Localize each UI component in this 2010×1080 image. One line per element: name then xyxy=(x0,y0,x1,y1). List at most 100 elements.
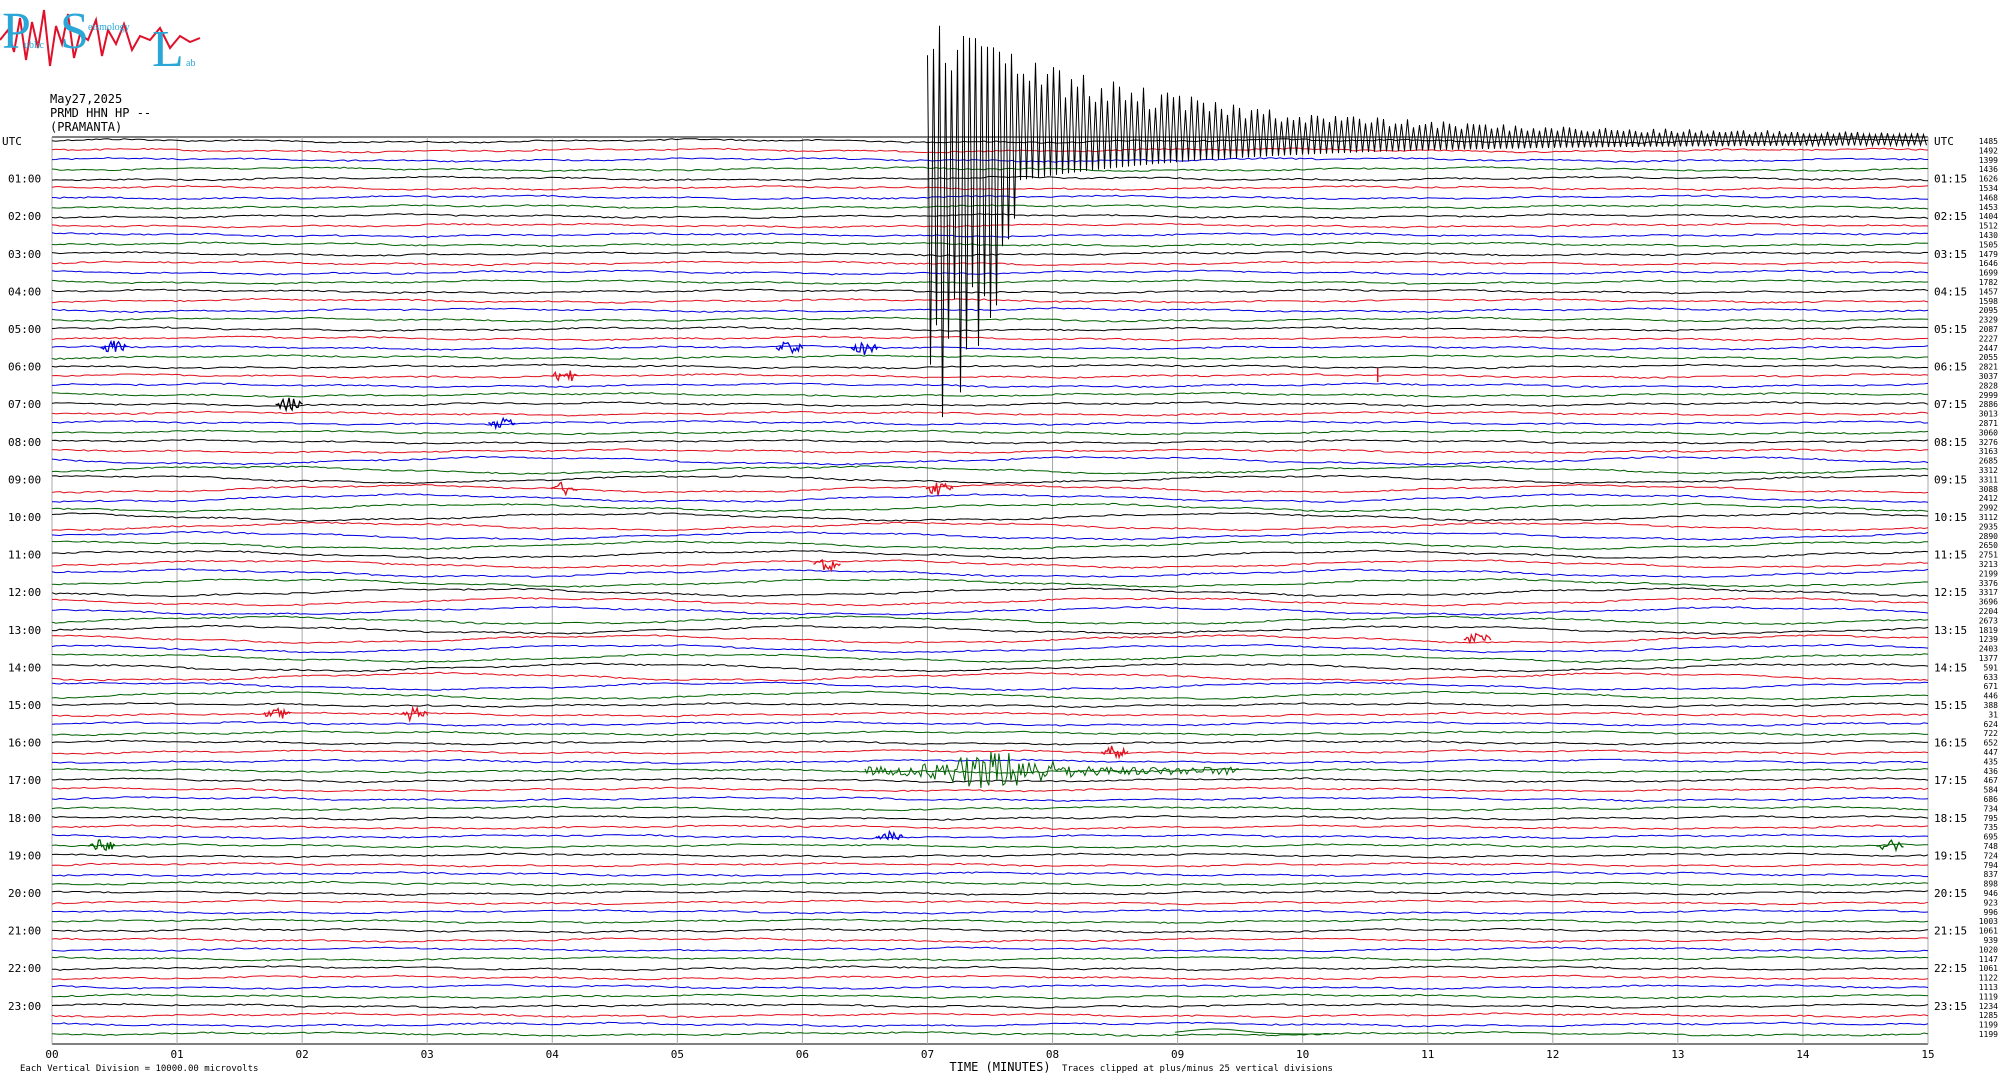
row-value-label: 1020 xyxy=(1979,945,1998,954)
trace-row xyxy=(51,521,1929,532)
row-value-label: 2673 xyxy=(1979,616,1998,625)
left-hour-label: 10:00 xyxy=(8,511,41,524)
chart-channel: PRMD HHN HP -- xyxy=(50,106,152,120)
row-value-label: 633 xyxy=(1984,673,1999,682)
row-value-label: 794 xyxy=(1984,861,1999,870)
row-value-label: 1377 xyxy=(1979,654,1998,663)
row-value-label: 2992 xyxy=(1979,504,1998,513)
row-value-label: 2403 xyxy=(1979,645,1998,654)
right-hour-label: 18:15 xyxy=(1934,812,1967,825)
row-value-label: 1003 xyxy=(1979,917,1998,926)
right-hour-label: UTC xyxy=(1934,135,1954,148)
event-burst xyxy=(550,370,579,382)
trace-row xyxy=(51,474,1929,485)
right-hour-label: 10:15 xyxy=(1934,511,1967,524)
trace-row xyxy=(51,373,1929,379)
left-hour-label: UTC xyxy=(2,135,22,148)
row-value-label: 3163 xyxy=(1979,447,1998,456)
left-hour-label: 04:00 xyxy=(8,285,41,298)
row-value-label: 1061 xyxy=(1979,964,1998,973)
right-hour-label: 21:15 xyxy=(1934,925,1967,938)
trace-row xyxy=(51,861,1929,868)
event-burst xyxy=(813,559,841,573)
trace-row xyxy=(52,965,1929,972)
row-value-label: 923 xyxy=(1984,898,1999,907)
row-value-label: 584 xyxy=(1984,786,1999,795)
x-tick-label: 14 xyxy=(1796,1048,1810,1061)
event-burst xyxy=(550,481,579,497)
row-value-label: 1699 xyxy=(1979,269,1998,278)
row-value-label: 1598 xyxy=(1979,297,1998,306)
right-hour-label: 06:15 xyxy=(1934,361,1967,374)
trace-row xyxy=(51,1002,1929,1009)
row-value-label: 795 xyxy=(1984,814,1999,823)
right-hour-label: 13:15 xyxy=(1934,624,1967,637)
left-hour-label: 05:00 xyxy=(8,323,41,336)
trace-row xyxy=(51,843,1929,849)
row-value-label: 939 xyxy=(1984,936,1999,945)
trace-row xyxy=(51,796,1929,803)
event-swell xyxy=(1175,1028,1336,1035)
trace-row xyxy=(51,438,1929,445)
trace-row xyxy=(51,1012,1929,1019)
left-hour-label: 16:00 xyxy=(8,737,41,750)
row-value-label: 1646 xyxy=(1979,259,1998,268)
row-value-label: 1512 xyxy=(1979,222,1998,231)
event-burst xyxy=(87,839,116,852)
row-value-label: 591 xyxy=(1984,663,1999,672)
row-value-label: 2935 xyxy=(1979,522,1998,531)
row-value-label: 2199 xyxy=(1979,569,1998,578)
trace-row xyxy=(51,511,1929,522)
x-tick-label: 03 xyxy=(421,1048,434,1061)
row-value-label: 3037 xyxy=(1979,372,1998,381)
row-value-label: 3696 xyxy=(1979,598,1998,607)
row-value-label: 1479 xyxy=(1979,250,1998,259)
x-tick-label: 08 xyxy=(1046,1048,1059,1061)
row-value-label: 2650 xyxy=(1979,541,1998,550)
trace-row xyxy=(51,946,1929,953)
left-hour-label: 21:00 xyxy=(8,925,41,938)
trace-rows xyxy=(51,138,1929,1037)
right-hour-label: 04:15 xyxy=(1934,285,1967,298)
row-value-label: 435 xyxy=(1984,757,1999,766)
trace-row xyxy=(52,391,1928,398)
row-value-label: 467 xyxy=(1984,776,1999,785)
row-value-label: 2055 xyxy=(1979,353,1998,362)
row-value-label: 1457 xyxy=(1979,287,1998,296)
trace-row xyxy=(51,852,1929,859)
row-value-label: 1119 xyxy=(1979,992,1998,1001)
trace-row xyxy=(51,824,1929,831)
teleseism-coda xyxy=(927,25,1927,418)
row-value-label: 3060 xyxy=(1979,428,1998,437)
row-value-label: 2828 xyxy=(1979,381,1998,390)
right-hour-label: 16:15 xyxy=(1934,737,1967,750)
trace-row xyxy=(51,833,1929,840)
trace-row xyxy=(51,681,1929,692)
right-hour-label: 08:15 xyxy=(1934,436,1967,449)
x-tick-label: 15 xyxy=(1921,1048,1934,1061)
x-tick-label: 02 xyxy=(296,1048,309,1061)
trace-row xyxy=(51,222,1929,229)
trace-row xyxy=(51,777,1929,784)
row-value-label: 837 xyxy=(1984,870,1999,879)
trace-row xyxy=(51,147,1929,154)
logo-word-lab: ab xyxy=(186,58,195,69)
row-value-label: 3311 xyxy=(1979,475,1998,484)
trace-row xyxy=(51,540,1929,551)
trace-row xyxy=(52,974,1929,981)
left-hour-label: 12:00 xyxy=(8,586,41,599)
trace-row xyxy=(51,455,1929,466)
trace-row xyxy=(51,606,1929,616)
trace-row xyxy=(51,615,1929,626)
x-tick-label: 12 xyxy=(1546,1048,1559,1061)
axis-labels: 00 01 02 03 04 05 06 07 08 09 10 11 12 13 14 15 14851492… xyxy=(2,135,1998,1061)
right-hour-label: 20:15 xyxy=(1934,887,1967,900)
trace-row xyxy=(51,711,1929,718)
row-value-label: 1239 xyxy=(1979,635,1998,644)
trace-row xyxy=(51,653,1929,663)
row-value-label: 1122 xyxy=(1979,974,1998,983)
row-value-label: 686 xyxy=(1984,795,1999,804)
row-value-label: 671 xyxy=(1984,682,1999,691)
row-value-label: 1485 xyxy=(1979,137,1998,146)
